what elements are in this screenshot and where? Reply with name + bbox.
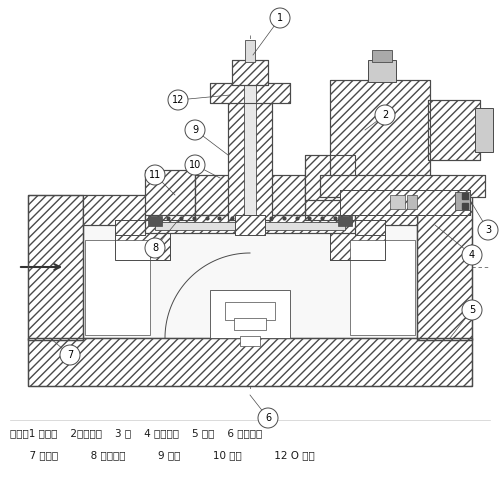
Bar	[368, 60, 396, 82]
Bar	[210, 83, 290, 103]
Bar	[83, 195, 417, 225]
Bar	[390, 195, 405, 209]
Bar	[240, 336, 260, 346]
Bar	[115, 220, 145, 235]
Bar	[28, 338, 472, 386]
Circle shape	[462, 245, 482, 265]
Text: 4: 4	[469, 250, 475, 260]
Bar	[305, 155, 355, 200]
Bar	[305, 170, 355, 220]
Bar	[330, 80, 430, 180]
Bar	[330, 225, 385, 260]
Text: 8: 8	[152, 243, 158, 253]
Text: 7: 7	[67, 350, 73, 360]
Circle shape	[375, 105, 395, 125]
Text: 11: 11	[149, 170, 161, 180]
Bar	[225, 302, 275, 320]
Circle shape	[185, 155, 205, 175]
Bar	[228, 100, 272, 220]
Bar	[115, 225, 170, 260]
Circle shape	[168, 90, 188, 110]
Bar	[340, 190, 470, 215]
Text: 7 固定盘          8 密封橡胶          9 弹簧          10 铝垫          12 O 型圈: 7 固定盘 8 密封橡胶 9 弹簧 10 铝垫 12 O 型圈	[10, 450, 315, 460]
Bar	[407, 195, 417, 209]
Bar	[305, 155, 355, 200]
Bar	[115, 225, 170, 260]
Circle shape	[258, 408, 278, 428]
Bar	[155, 222, 345, 230]
Circle shape	[60, 345, 80, 365]
Bar	[83, 195, 417, 338]
Text: 10: 10	[189, 160, 201, 170]
Bar	[234, 318, 266, 330]
Bar	[355, 220, 385, 235]
Bar	[305, 170, 355, 220]
Bar	[145, 215, 355, 233]
Bar	[28, 195, 83, 340]
Circle shape	[185, 120, 205, 140]
Bar	[330, 80, 430, 180]
Text: 3: 3	[485, 225, 491, 235]
Bar	[115, 220, 145, 235]
Text: 1: 1	[277, 13, 283, 23]
Circle shape	[270, 8, 290, 28]
Bar	[195, 175, 305, 215]
Bar	[145, 170, 195, 220]
Bar	[330, 225, 385, 260]
Bar	[355, 220, 385, 235]
Bar	[232, 60, 268, 85]
Bar	[350, 240, 415, 335]
Bar	[455, 192, 470, 210]
Bar	[320, 175, 485, 197]
Bar	[85, 240, 150, 335]
Bar	[148, 216, 162, 226]
Text: 图示：1 复位杆    2电磁线圈    3 盖    4 固定螺丝    5 阀座    6 固定螺母: 图示：1 复位杆 2电磁线圈 3 盖 4 固定螺丝 5 阀座 6 固定螺母	[10, 428, 262, 438]
Bar	[145, 170, 195, 220]
Bar	[245, 40, 255, 62]
Bar	[320, 175, 485, 197]
Text: 12: 12	[172, 95, 184, 105]
Text: 9: 9	[192, 125, 198, 135]
Bar	[83, 195, 417, 225]
Text: 2: 2	[382, 110, 388, 120]
Bar	[195, 175, 305, 215]
Bar	[372, 50, 392, 62]
Circle shape	[462, 300, 482, 320]
Bar	[417, 195, 472, 340]
Bar	[228, 100, 272, 220]
Bar	[210, 290, 290, 338]
Bar	[210, 83, 290, 103]
Circle shape	[478, 220, 498, 240]
Bar	[340, 190, 470, 215]
Circle shape	[145, 238, 165, 258]
Bar	[417, 195, 472, 340]
Bar	[338, 216, 352, 226]
Bar	[235, 215, 265, 235]
Bar	[475, 108, 493, 152]
Bar	[428, 100, 480, 160]
Text: 5: 5	[469, 305, 475, 315]
Bar	[232, 60, 268, 85]
Circle shape	[145, 165, 165, 185]
Bar	[28, 338, 472, 386]
Bar	[235, 215, 265, 235]
Bar	[428, 100, 480, 160]
Bar	[145, 215, 355, 233]
Bar	[28, 195, 83, 340]
Bar	[244, 85, 256, 235]
Text: 6: 6	[265, 413, 271, 423]
